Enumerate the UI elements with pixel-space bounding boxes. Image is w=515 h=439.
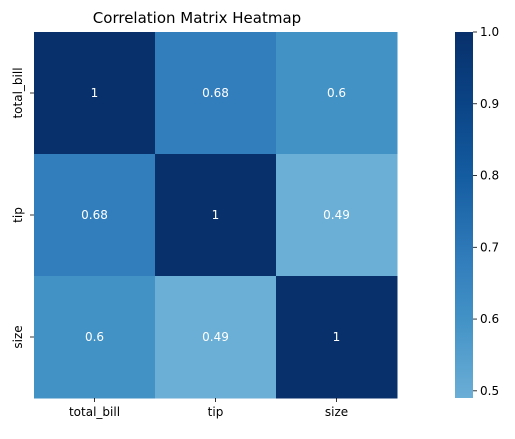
- colorbar-tick-label: 0.8: [480, 169, 499, 183]
- cell-annotation: 0.49: [323, 208, 350, 222]
- colorbar-tick-label: 0.9: [480, 97, 499, 111]
- heatmap-cell-size-total_bill: [34, 276, 156, 399]
- heatmap-cell-total_bill-total_bill: [34, 32, 156, 155]
- x-tick-label: tip: [208, 405, 224, 419]
- colorbar-tick-label: 0.6: [480, 312, 499, 326]
- cell-annotation: 0.68: [202, 86, 229, 100]
- cell-annotation: 0.49: [202, 330, 229, 344]
- heatmap-cell-total_bill-tip: [155, 32, 277, 155]
- colorbar-gradient: [455, 32, 473, 398]
- y-tick-label: total_bill: [11, 67, 25, 118]
- heatmap-annotations: 1 0.68 0.6 0.68 1 0.49 0.6 0.49 1: [81, 86, 350, 344]
- heatmap-cell-total_bill-size: [276, 32, 398, 155]
- cell-annotation: 1: [212, 208, 220, 222]
- cell-annotation: 0.6: [327, 86, 346, 100]
- x-axis: total_bill tip size: [69, 398, 348, 419]
- colorbar-tick-label: 1.0: [480, 25, 499, 39]
- chart-title: Correlation Matrix Heatmap: [93, 9, 301, 27]
- cell-annotation: 1: [333, 330, 341, 344]
- x-tick-label: total_bill: [69, 405, 120, 419]
- colorbar-tick-label: 0.5: [480, 384, 499, 398]
- x-tick-label: size: [325, 405, 348, 419]
- y-tick-label: tip: [11, 207, 25, 223]
- heatmap-cell-size-size: [276, 276, 398, 399]
- heatmap-cells: [34, 32, 398, 399]
- cell-annotation: 0.6: [85, 330, 104, 344]
- heatmap-cell-tip-size: [276, 154, 398, 277]
- cell-annotation: 1: [91, 86, 99, 100]
- heatmap-cell-tip-tip: [155, 154, 277, 277]
- heatmap-cell-size-tip: [155, 276, 277, 399]
- heatmap-cell-tip-total_bill: [34, 154, 156, 277]
- y-tick-label: size: [11, 325, 25, 348]
- cell-annotation: 0.68: [81, 208, 108, 222]
- colorbar-tick-label: 0.7: [480, 240, 499, 254]
- colorbar: 0.5 0.6 0.7 0.8 0.9 1.0: [455, 25, 499, 398]
